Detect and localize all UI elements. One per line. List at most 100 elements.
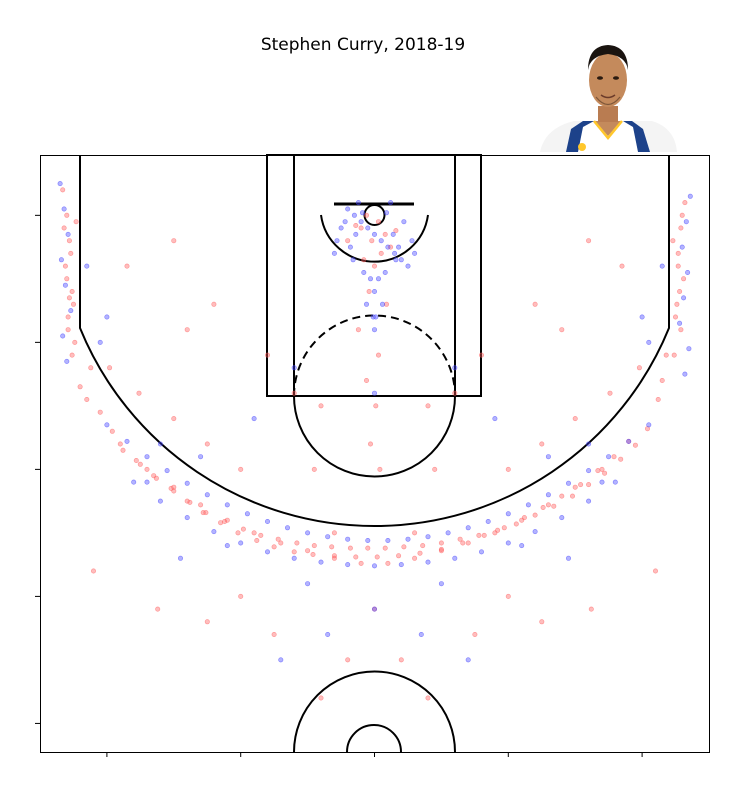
shot-missed-53 [371,563,377,569]
shot-made-39 [294,540,300,546]
shot-made-155 [472,631,478,637]
shot-missed-0 [57,181,63,187]
shot-made-111 [663,352,669,358]
shot-made-43 [365,545,371,551]
shot-made-99 [438,548,444,554]
shot-made-174 [345,657,351,663]
shot-missed-36 [505,511,511,517]
shot-missed-64 [351,212,357,218]
shot-made-110 [655,396,661,402]
shot-missed-61 [586,498,592,504]
shot-made-21 [671,352,677,358]
shot-missed-37 [525,502,531,508]
shot-missed-56 [452,555,458,561]
shot-made-14 [66,295,72,301]
shot-missed-5 [68,308,74,314]
shot-made-95 [331,555,337,561]
shot-missed-54 [398,562,404,568]
shot-made-82 [540,504,546,510]
shot-made-141 [184,327,190,333]
shot-made-42 [347,545,353,551]
shot-missed-3 [58,257,64,263]
shot-missed-33 [445,530,451,536]
shot-missed-9 [683,219,689,225]
shot-made-2 [66,238,72,244]
three-point-line [79,155,670,527]
shot-made-49 [476,532,482,538]
shot-missed-28 [345,536,351,542]
shot-missed-17 [124,438,130,444]
shot-made-64 [184,498,190,504]
shot-made-133 [211,301,217,307]
shot-made-36 [240,526,246,532]
shot-made-170 [238,466,244,472]
shot-missed-30 [385,537,391,543]
shot-missed-125 [371,390,377,396]
shot-missed-87 [342,219,348,225]
shot-made-94 [305,548,311,554]
shot-made-103 [545,502,551,508]
shot-missed-59 [532,529,538,535]
shot-made-108 [88,365,94,371]
shot-missed-86 [390,231,396,237]
shot-missed-112 [586,441,592,447]
shot-made-145 [619,263,625,269]
shot-made-74 [374,554,380,560]
shot-missed-108 [659,263,665,269]
shot-missed-84 [379,301,385,307]
shot-made-147 [505,593,511,599]
shot-made-148 [91,568,97,574]
shot-missed-47 [211,529,217,535]
shot-missed-123 [565,555,571,561]
shot-missed-39 [565,480,571,486]
restricted-area-arc [320,214,429,263]
shot-made-38 [275,536,281,542]
shot-missed-34 [465,525,471,531]
shot-made-134 [264,352,270,358]
shot-missed-104 [545,454,551,460]
shot-made-97 [385,560,391,566]
shot-missed-12 [681,295,687,301]
shot-missed-117 [371,606,377,612]
shot-made-112 [363,212,369,218]
shot-made-70 [291,549,297,555]
shot-made-13 [73,219,79,225]
shot-made-116 [369,238,375,244]
shot-made-76 [417,550,423,556]
shot-missed-14 [686,346,692,352]
shot-made-118 [353,223,359,229]
shot-made-150 [155,606,161,612]
shot-made-77 [438,546,444,552]
paint-inner-box [293,154,456,397]
free-throw-circle-top [293,314,456,397]
shot-missed-116 [438,581,444,587]
shot-made-127 [375,352,381,358]
shot-missed-102 [492,416,498,422]
shot-missed-32 [425,534,431,540]
shot-missed-111 [157,441,163,447]
shot-made-25 [677,288,683,294]
shot-made-89 [171,484,177,490]
shot-made-9 [64,276,70,282]
shot-made-84 [578,482,584,488]
shot-missed-93 [359,210,365,216]
shot-made-163 [572,416,578,422]
shot-missed-16 [104,422,110,428]
shot-missed-119 [418,631,424,637]
shot-missed-25 [284,525,290,531]
shot-missed-13 [677,320,683,326]
shot-made-154 [271,631,277,637]
shot-missed-88 [401,219,407,225]
shot-made-56 [602,470,608,476]
shot-made-131 [377,466,383,472]
shot-missed-40 [586,468,592,474]
shot-missed-103 [198,454,204,460]
shot-missed-4 [62,282,68,288]
shot-made-40 [311,543,317,549]
shot-made-86 [611,454,617,460]
shot-missed-72 [405,263,411,269]
shot-missed-11 [685,269,691,275]
shot-missed-63 [345,206,351,212]
shot-made-102 [519,517,525,523]
